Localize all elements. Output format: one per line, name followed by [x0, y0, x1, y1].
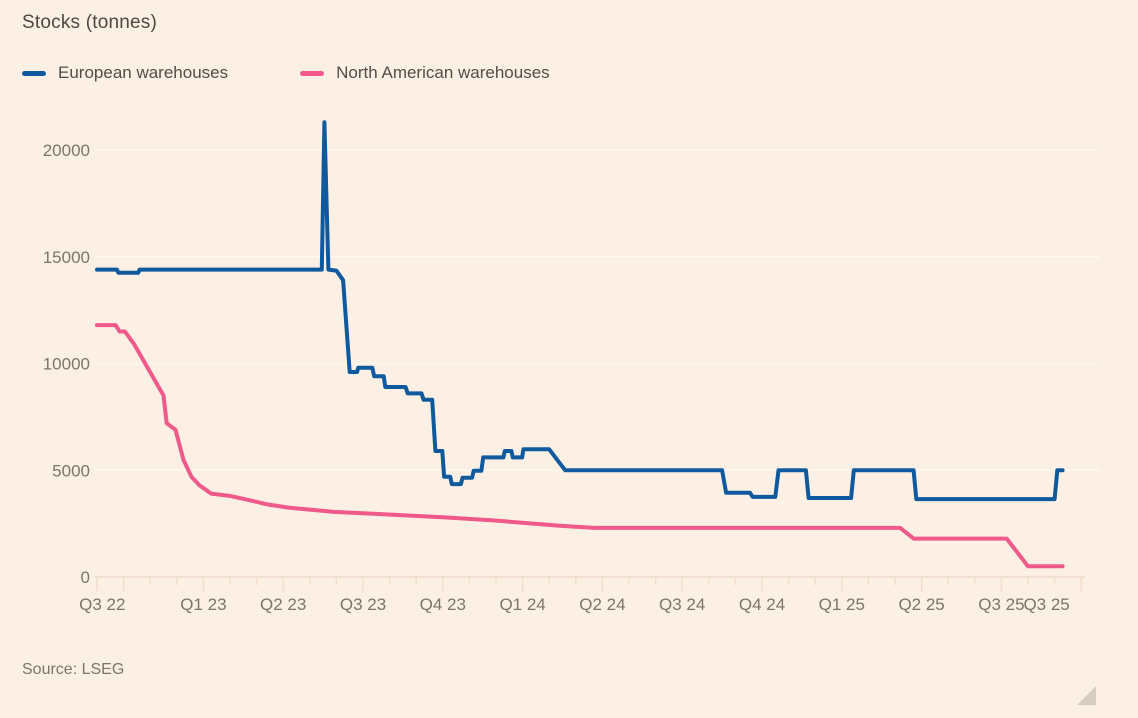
x-tick-label: Q3 23 [340, 595, 386, 614]
legend-swatch-european [22, 70, 46, 76]
y-tick-label: 0 [81, 568, 90, 587]
y-tick-label: 10000 [43, 355, 90, 374]
x-tick-label: Q2 23 [260, 595, 306, 614]
x-tick-label: Q3 22 [79, 595, 125, 614]
x-tick-label: Q4 23 [420, 595, 466, 614]
y-tick-label: 5000 [52, 461, 90, 480]
legend-item-european: European warehouses [22, 63, 228, 83]
legend-label-european: European warehouses [58, 63, 229, 82]
legend-swatch-north-american [300, 70, 325, 76]
legend-label-north-american: North American warehouses [336, 63, 550, 82]
y-tick-label: 20000 [43, 141, 90, 160]
legend: European warehouses North American wareh… [22, 63, 550, 83]
y-tick-label: 15000 [43, 248, 90, 267]
source-label: Source: LSEG [22, 661, 125, 678]
series-line-north-american [95, 323, 1065, 569]
x-tick-label: Q1 24 [499, 595, 545, 614]
x-tick-label: Q3 24 [659, 595, 705, 614]
x-tick-label: Q3 25 [1023, 595, 1069, 614]
x-tick-label: Q2 24 [579, 595, 625, 614]
series-line-european [95, 120, 1065, 502]
x-tick-label: Q1 25 [819, 595, 865, 614]
x-tick-label: Q3 25 [978, 595, 1024, 614]
x-tick-label: Q1 23 [180, 595, 226, 614]
chart-title: Stocks (tonnes) [22, 12, 157, 33]
legend-item-north-american: North American warehouses [300, 63, 550, 83]
x-tick-label: Q2 25 [898, 595, 944, 614]
resize-handle-icon[interactable] [1077, 686, 1096, 705]
x-tick-label: Q4 24 [739, 595, 785, 614]
